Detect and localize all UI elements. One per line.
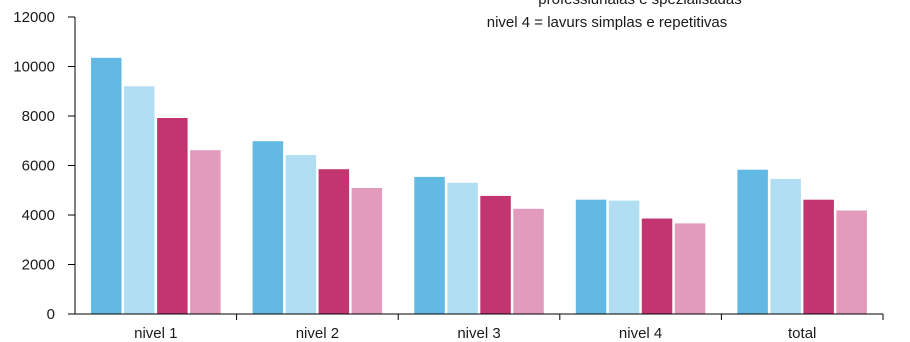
bar-4-series-4: [674, 223, 706, 314]
bar-1-series-1: [91, 57, 122, 315]
y-tick-label: 6000: [22, 158, 55, 175]
bar-3-series-2: [447, 182, 478, 314]
bar-4-series-2: [608, 200, 640, 314]
bar-5-series-2: [770, 178, 801, 314]
x-category-label: nivel 2: [296, 325, 339, 342]
chart-annotations: professiunalas e spezialisadas nivel 4 =…: [487, 0, 742, 31]
bar-3-series-3: [480, 195, 511, 314]
bar-3-series-4: [513, 208, 544, 314]
bar-2-series-1: [252, 141, 284, 314]
bar-3-series-1: [414, 176, 445, 314]
annotation-note-1: professiunalas e spezialisadas: [538, 0, 741, 8]
bar-2-series-2: [285, 155, 317, 314]
annotation-note-2: nivel 4 = lavurs simplas e repetitivas: [487, 14, 728, 31]
y-tick-label: 12000: [13, 9, 55, 26]
y-tick-label: 4000: [22, 207, 55, 224]
bar-5-series-3: [803, 199, 834, 314]
y-tick-label: 2000: [22, 257, 55, 274]
x-category-label: nivel 3: [457, 325, 500, 342]
bar-1-series-4: [190, 150, 221, 314]
y-tick-label: 10000: [13, 59, 55, 76]
x-category-label: nivel 1: [134, 325, 177, 342]
y-tick-label: 8000: [22, 108, 55, 125]
bar-2-series-4: [351, 188, 383, 314]
bar-1-series-3: [157, 118, 188, 314]
bar-2-series-3: [318, 169, 350, 314]
bar-5-series-1: [737, 169, 768, 314]
x-category-label: total: [788, 325, 816, 342]
bar-5-series-4: [836, 210, 867, 314]
y-tick-label: 0: [47, 306, 55, 323]
bar-4-series-1: [575, 199, 607, 314]
bar-1-series-2: [124, 86, 155, 314]
bars-group: [91, 57, 867, 315]
axes-group: 0 2000 4000 6000 8000 10000 12000 nivel 1 nivel …: [13, 9, 884, 342]
x-category-label: nivel 4: [619, 325, 662, 342]
bar-4-series-3: [641, 218, 673, 314]
